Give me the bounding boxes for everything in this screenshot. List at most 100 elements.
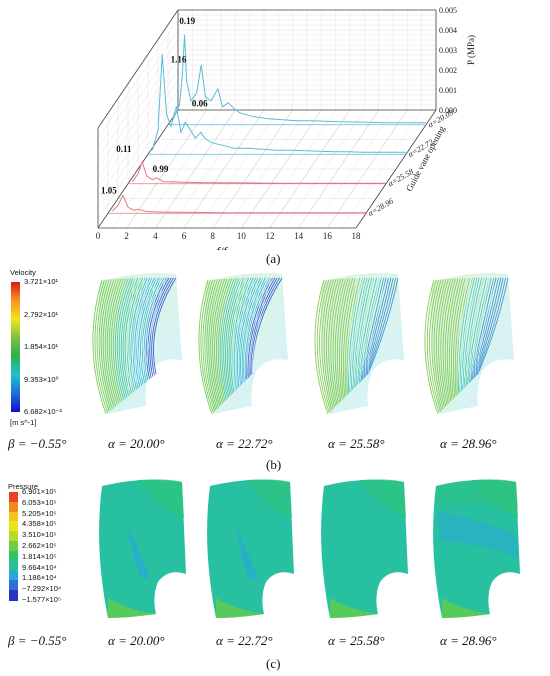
streamline xyxy=(442,278,454,404)
streamline xyxy=(319,279,332,412)
alpha-caption: α = 28.96° xyxy=(440,633,497,648)
streamline xyxy=(367,277,399,375)
streamline xyxy=(244,277,271,381)
velocity-colorbar xyxy=(11,282,20,412)
streamline-highlight xyxy=(246,275,264,379)
streamline xyxy=(198,279,213,415)
pressure-plot-1 xyxy=(99,479,186,618)
colorbar-tick-label: 1.854×10¹ xyxy=(24,342,58,351)
streamline xyxy=(316,279,330,413)
streamline xyxy=(106,278,120,406)
streamline xyxy=(459,277,476,393)
alpha-caption: α = 22.72° xyxy=(216,436,273,451)
x-tick-label: 12 xyxy=(266,231,275,241)
low-pressure-band xyxy=(438,512,518,558)
streamline-highlight xyxy=(357,276,371,383)
streamline xyxy=(214,278,228,404)
x-tick-label: 4 xyxy=(153,231,158,241)
alpha-caption: α = 20.00° xyxy=(108,633,165,648)
peak-annotation: 1.05 xyxy=(101,185,117,195)
velocity-plot-1 xyxy=(92,273,182,415)
streamline xyxy=(314,279,329,415)
streamline xyxy=(143,277,165,381)
blade-surface xyxy=(99,479,186,618)
beta-caption: β = −0.55° xyxy=(8,436,67,451)
streamline xyxy=(208,278,221,408)
streamline xyxy=(363,277,392,379)
pressure-legend-title: Pressure xyxy=(8,482,39,491)
z-tick-label: 0.002 xyxy=(439,66,457,75)
colorbar-tick-label: 5.205×10⁵ xyxy=(22,508,57,518)
streamline-highlight xyxy=(348,277,358,391)
streamline xyxy=(467,277,490,385)
colorbar-tick-label: 1.814×10⁵ xyxy=(22,551,57,561)
colorbar-segment xyxy=(9,570,18,581)
z-tick-label: 0.005 xyxy=(439,6,457,15)
contour-edge xyxy=(442,598,490,618)
streamline xyxy=(212,278,226,406)
contour-edge xyxy=(216,598,264,618)
streamline-highlight xyxy=(477,274,499,374)
streamline-highlight xyxy=(472,275,490,379)
colorbar-segment xyxy=(9,580,18,591)
panel-label-b: (b) xyxy=(266,457,282,472)
streamline xyxy=(233,277,254,390)
streamline xyxy=(352,277,370,390)
streamline xyxy=(342,278,356,398)
peak-annotation: 0.99 xyxy=(153,164,169,174)
contour-edge xyxy=(330,598,378,618)
pressure-plot-3 xyxy=(321,479,408,618)
streamline xyxy=(151,277,174,376)
streamline-highlight xyxy=(135,276,149,383)
peak-annotation: 1.16 xyxy=(171,54,187,64)
streamline xyxy=(94,279,109,413)
streamline xyxy=(454,277,468,396)
streamline xyxy=(210,278,223,407)
streamline xyxy=(325,279,337,408)
x-tick-label: 0 xyxy=(96,231,101,241)
wall-grid-line xyxy=(97,89,179,209)
wall-grid-line xyxy=(97,39,179,159)
streamline xyxy=(219,278,235,400)
colorbar-tick-label: 6.682×10⁻² xyxy=(24,407,62,416)
colorbar-tick-label: 1.186×10⁴ xyxy=(22,573,57,583)
streamline xyxy=(330,278,342,406)
streamline-highlight xyxy=(145,274,167,374)
streamline xyxy=(346,277,361,395)
contour-edge xyxy=(108,598,156,618)
streamline xyxy=(429,279,442,412)
wall-grid-line xyxy=(97,49,179,169)
z-tick-label: 0.000 xyxy=(439,106,457,115)
colorbar-tick-label: 6.901×10⁵ xyxy=(22,487,57,496)
streamline xyxy=(456,277,471,395)
axis-box-edge xyxy=(97,109,179,229)
streamline xyxy=(104,278,117,407)
colorbar-tick-label: −7.292×10⁴ xyxy=(22,584,62,594)
streamline-highlight xyxy=(461,276,473,388)
colorbar-tick-label: 2.792×10¹ xyxy=(24,309,58,319)
streamline xyxy=(321,279,333,411)
pressure-colorbar xyxy=(9,492,18,601)
colorbar-segment xyxy=(9,531,18,542)
streamline xyxy=(147,277,170,378)
z-axis-label: P (MPa) xyxy=(466,35,476,65)
wall-grid-line xyxy=(97,29,179,149)
streamline-highlight xyxy=(458,277,468,391)
z-tick-label: 0.003 xyxy=(439,46,457,55)
streamline xyxy=(118,278,134,398)
velocity-legend: Velocity 3.721×10¹ 2.792×10¹ 1.854×10¹ 9.35… xyxy=(8,268,88,438)
colorbar-segment xyxy=(9,541,18,552)
streamline-highlight xyxy=(249,275,269,376)
streamline-highlight xyxy=(241,276,255,383)
colorbar-tick-label: 9.664×10⁴ xyxy=(22,562,57,572)
contour-region xyxy=(360,479,406,518)
streamline xyxy=(228,277,247,394)
colorbar-segment xyxy=(9,590,18,601)
x-tick-label: 14 xyxy=(294,231,304,241)
streamline-highlight xyxy=(469,275,486,381)
velocity-plot-4 xyxy=(424,273,514,415)
streamline xyxy=(236,277,259,387)
streamline-highlight xyxy=(235,276,247,388)
wall-grid-line xyxy=(97,79,179,199)
z-tick-label: 0.004 xyxy=(439,26,457,35)
